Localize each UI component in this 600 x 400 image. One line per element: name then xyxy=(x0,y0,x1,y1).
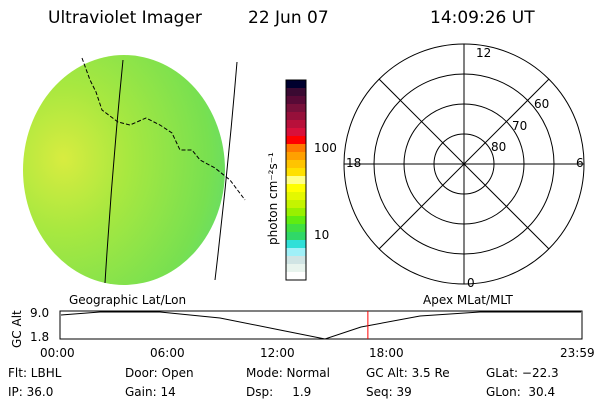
gcalt-status: GC Alt: 3.5 Re xyxy=(366,366,450,380)
time-label: 14:09:26 UT xyxy=(430,8,535,28)
colorbar-band xyxy=(286,256,306,265)
colorbar-band xyxy=(286,232,306,241)
glon-status: GLon: 30.4 xyxy=(486,385,556,399)
timeline-plot xyxy=(59,310,583,340)
xtick: 23:59 xyxy=(560,346,595,360)
polar-grid xyxy=(343,43,585,285)
colorbar-band xyxy=(286,176,306,185)
colorbar-band xyxy=(286,208,306,217)
xtick: 00:00 xyxy=(40,346,75,360)
uv-image xyxy=(23,55,246,285)
instrument-title: Ultraviolet Imager xyxy=(48,8,202,28)
colorbar xyxy=(285,79,307,281)
colorbar-band xyxy=(286,128,306,137)
meridian-line xyxy=(214,61,238,281)
terminator-line xyxy=(81,57,246,201)
geographic-title: Geographic Lat/Lon xyxy=(69,293,187,307)
mlt-label-12: 12 xyxy=(476,46,492,60)
colorbar-band xyxy=(286,120,306,129)
ytick: 1.8 xyxy=(30,330,50,344)
colorbar-tick: 10 xyxy=(314,228,330,242)
colorbar-frame xyxy=(285,79,307,281)
colorbar-band xyxy=(286,112,306,121)
ip-status: IP: 36.0 xyxy=(8,385,54,399)
gain-status: Gain: 14 xyxy=(125,385,176,399)
colorbar-band xyxy=(286,224,306,233)
glat-status: GLat: −22.3 xyxy=(486,366,559,380)
colorbar-band xyxy=(286,168,306,177)
mlat-label: 70 xyxy=(512,119,528,133)
mlt-label-0: 0 xyxy=(467,276,475,290)
mlt-label-6: 6 xyxy=(576,156,584,170)
colorbar-band xyxy=(286,144,306,153)
timeline-ylabel: GC Alt xyxy=(10,310,24,348)
colorbar-band xyxy=(286,184,306,193)
colorbar-band xyxy=(286,216,306,225)
door-status: Door: Open xyxy=(125,366,194,380)
apex-title: Apex MLat/MLT xyxy=(423,293,513,307)
dsp-status: Dsp: 1.9 xyxy=(246,385,312,399)
colorbar-band xyxy=(286,240,306,249)
colorbar-band xyxy=(286,264,306,273)
colorbar-band xyxy=(286,104,306,113)
mlat-label: 80 xyxy=(491,140,507,154)
filter-status: Flt: LBHL xyxy=(8,366,62,380)
colorbar-band xyxy=(286,160,306,169)
colorbar-band xyxy=(286,80,306,89)
colorbar-band xyxy=(286,88,306,97)
colorbar-band xyxy=(286,96,306,105)
meridian-line xyxy=(104,59,124,284)
mlt-label-18: 18 xyxy=(346,156,362,170)
mode-status: Mode: Normal xyxy=(246,366,330,380)
colorbar-band xyxy=(286,152,306,161)
colorbar-band xyxy=(286,200,306,209)
colorbar-band xyxy=(286,248,306,257)
colorbar-band xyxy=(286,136,306,145)
colorbar-unit: photon cm⁻²s⁻¹ xyxy=(266,152,280,245)
xtick: 18:00 xyxy=(369,346,404,360)
colorbar-band xyxy=(286,272,306,281)
seq-status: Seq: 39 xyxy=(366,385,412,399)
colorbar-band xyxy=(286,192,306,201)
colorbar-tick: 100 xyxy=(314,141,337,155)
xtick: 12:00 xyxy=(260,346,295,360)
mlat-label: 60 xyxy=(534,97,550,111)
date-label: 22 Jun 07 xyxy=(248,8,329,28)
ytick: 9.0 xyxy=(30,306,50,320)
xtick: 06:00 xyxy=(150,346,185,360)
